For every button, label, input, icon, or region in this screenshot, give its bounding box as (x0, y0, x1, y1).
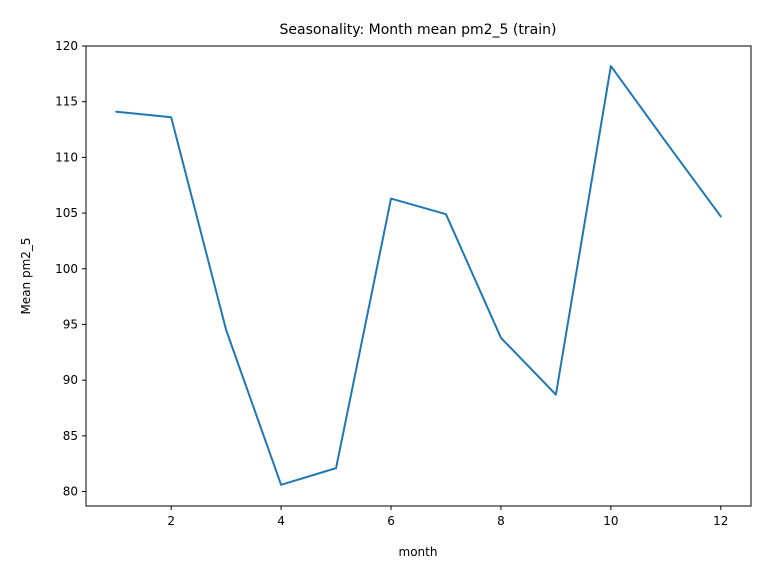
x-tick-label: 10 (603, 514, 618, 528)
y-tick-label: 100 (55, 262, 78, 276)
y-tick-label: 85 (63, 429, 78, 443)
y-tick-label: 115 (55, 95, 78, 109)
y-tick-label: 110 (55, 150, 78, 164)
y-tick-label: 120 (55, 39, 78, 53)
plot-frame (85, 45, 752, 507)
x-tick-label: 4 (277, 514, 285, 528)
x-tick-label: 12 (713, 514, 728, 528)
chart-title: Seasonality: Month mean pm2_5 (train) (280, 22, 557, 38)
x-axis-label: month (399, 545, 438, 559)
plot-area (86, 46, 751, 506)
y-tick-label: 90 (63, 373, 78, 387)
x-tick-label: 8 (497, 514, 505, 528)
x-axis: 2 4 6 8 10 12 (167, 506, 728, 528)
y-tick-label: 95 (63, 317, 78, 331)
x-tick-label: 6 (387, 514, 395, 528)
y-tick-label: 105 (55, 206, 78, 220)
series-line (115, 65, 722, 486)
y-axis: 80 85 90 95 100 105 110 115 120 (55, 39, 86, 499)
y-axis-label: Mean pm2_5 (19, 237, 33, 314)
y-tick-label: 80 (63, 485, 78, 499)
x-tick-label: 2 (167, 514, 175, 528)
